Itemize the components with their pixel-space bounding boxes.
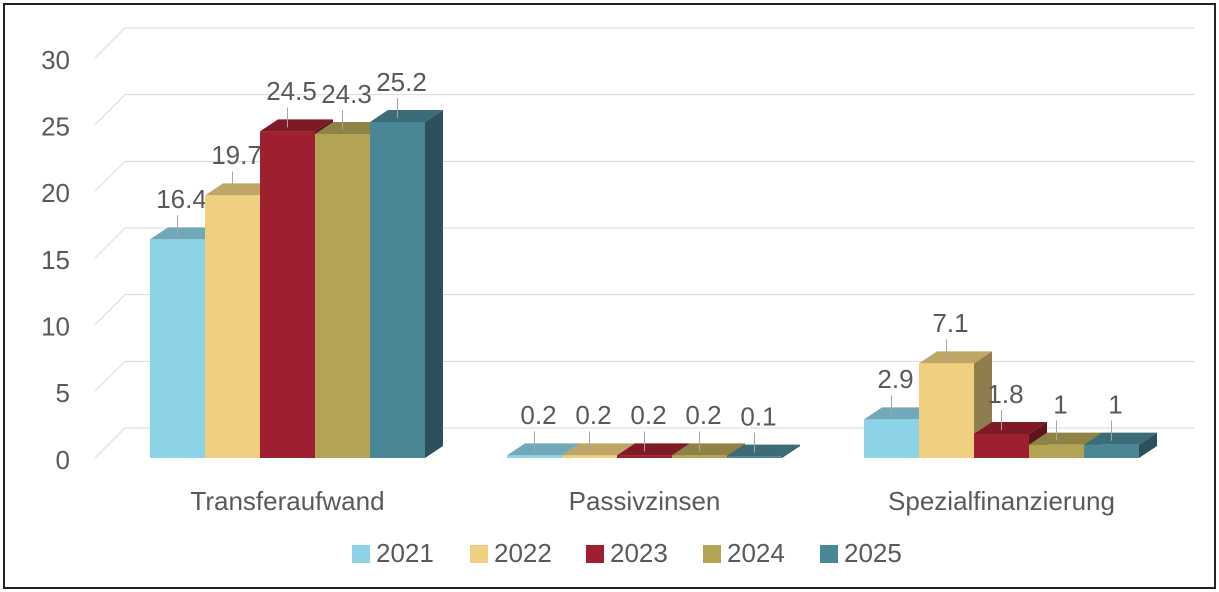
bar-top: [864, 407, 937, 420]
bar: [727, 456, 782, 458]
legend-swatch: [470, 545, 488, 563]
data-label: 2.9: [877, 364, 913, 394]
bar: [864, 419, 919, 458]
y-tick-label: 30: [41, 45, 70, 75]
x-tick-label: Transferaufwand: [190, 486, 384, 516]
legend-label: 2025: [844, 538, 902, 568]
grid-line: [94, 360, 1195, 392]
data-label: 0.1: [740, 402, 776, 432]
bar-top: [150, 227, 223, 240]
bar-side: [1139, 432, 1157, 458]
grid-line: [94, 294, 1195, 326]
bar-top: [974, 422, 1047, 434]
bar: [617, 455, 672, 458]
bar-top: [617, 443, 690, 456]
data-label: 0.2: [685, 400, 721, 430]
grid-line: [94, 160, 1195, 192]
bar-side: [425, 110, 443, 458]
bar: [672, 455, 727, 458]
y-tick-label: 10: [41, 312, 70, 342]
bar: [974, 434, 1029, 458]
bar-top: [1029, 432, 1102, 445]
x-tick-label: Spezialfinanzierung: [888, 486, 1115, 516]
data-label: 1.8: [987, 379, 1023, 409]
x-tick-label: Passivzinsen: [569, 486, 721, 516]
bar-top: [205, 183, 278, 196]
bar-top: [562, 443, 635, 456]
data-label: 19.7: [211, 140, 262, 170]
data-label: 24.3: [321, 79, 372, 109]
bar-top: [919, 351, 992, 364]
y-tick-label: 5: [56, 378, 70, 408]
data-label: 0.2: [630, 400, 666, 430]
bar: [1029, 444, 1084, 458]
y-tick-label: 0: [56, 445, 70, 475]
bar-side: [782, 444, 800, 458]
grid-line: [94, 227, 1195, 259]
bar: [919, 363, 974, 458]
bar-top: [672, 443, 745, 456]
grid-line: [94, 27, 1195, 59]
legend-swatch: [703, 545, 721, 563]
bar-top: [260, 119, 333, 132]
legend-swatch: [352, 545, 370, 563]
data-label: 25.2: [376, 67, 427, 97]
legend-label: 2021: [376, 538, 434, 568]
grid-line: [94, 427, 1195, 459]
data-label: 0.2: [520, 400, 556, 430]
bar-top: [727, 444, 800, 457]
bar: [370, 122, 425, 458]
data-label: 1: [1108, 390, 1122, 420]
legend-swatch: [820, 545, 838, 563]
bar: [260, 131, 315, 459]
data-label: 7.1: [932, 308, 968, 338]
data-label: 24.5: [266, 76, 317, 106]
bar: [150, 239, 205, 458]
bar-top: [507, 443, 580, 456]
bar-top: [315, 122, 388, 134]
bar: [1084, 444, 1139, 458]
legend-label: 2023: [610, 538, 668, 568]
bar-top: [370, 110, 443, 122]
y-tick-label: 20: [41, 178, 70, 208]
y-tick-label: 25: [41, 112, 70, 142]
data-label: 16.4: [156, 184, 207, 214]
legend-swatch: [586, 545, 604, 563]
bar: [315, 134, 370, 458]
data-label: 1: [1053, 390, 1067, 420]
bar-top: [1084, 432, 1157, 445]
bar: [562, 455, 617, 458]
legend-label: 2022: [494, 538, 552, 568]
y-tick-label: 15: [41, 245, 70, 275]
legend-label: 2024: [727, 538, 785, 568]
bar: [507, 455, 562, 458]
data-label: 0.2: [575, 400, 611, 430]
bar: [205, 195, 260, 459]
grid-line: [94, 94, 1195, 126]
